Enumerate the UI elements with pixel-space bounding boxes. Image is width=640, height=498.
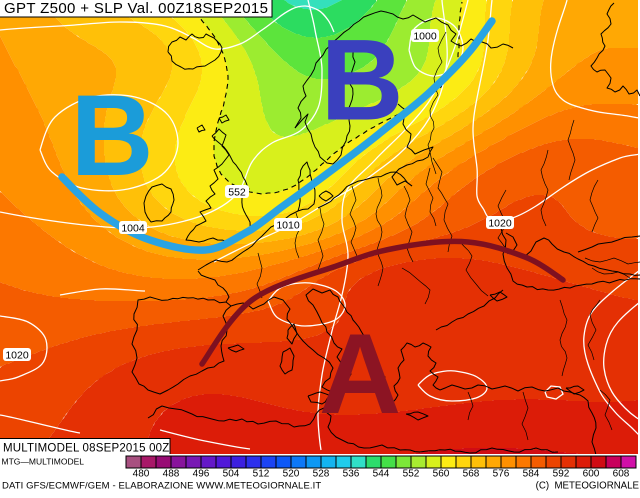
svg-text:A: A [319,311,401,438]
svg-text:480: 480 [133,469,150,480]
svg-text:1020: 1020 [5,350,29,362]
svg-text:544: 544 [373,469,390,480]
svg-text:GPT Z500 + SLP Val. 00Z18SEP20: GPT Z500 + SLP Val. 00Z18SEP2015 [4,0,268,17]
svg-text:528: 528 [313,469,330,480]
svg-text:584: 584 [523,469,540,480]
svg-text:576: 576 [493,469,510,480]
svg-text:MTG—MULTIMODEL: MTG—MULTIMODEL [2,457,85,467]
svg-text:488: 488 [163,469,180,480]
svg-text:1004: 1004 [121,223,145,235]
svg-text:1000: 1000 [413,31,437,43]
svg-text:1010: 1010 [276,220,300,232]
svg-text:520: 520 [283,469,300,480]
svg-text:608: 608 [613,469,630,480]
svg-text:1020: 1020 [488,218,512,230]
svg-text:592: 592 [553,469,570,480]
svg-text:552: 552 [228,187,246,199]
svg-text:(C) METEOGIORNALE: (C) METEOGIORNALE [536,481,640,492]
svg-text:512: 512 [253,469,270,480]
svg-text:600: 600 [583,469,600,480]
svg-text:DATI GFS/ECMWF/GEM - ELABORAZI: DATI GFS/ECMWF/GEM - ELABORAZIONE WWW.ME… [2,481,321,492]
svg-text:560: 560 [433,469,450,480]
svg-text:MULTIMODEL 08SEP2015 00Z: MULTIMODEL 08SEP2015 00Z [3,443,170,455]
svg-text:B: B [70,72,153,200]
svg-text:536: 536 [343,469,360,480]
svg-text:568: 568 [463,469,480,480]
svg-text:496: 496 [193,469,210,480]
svg-text:552: 552 [403,469,420,480]
svg-text:B: B [320,17,403,145]
svg-text:504: 504 [223,469,240,480]
